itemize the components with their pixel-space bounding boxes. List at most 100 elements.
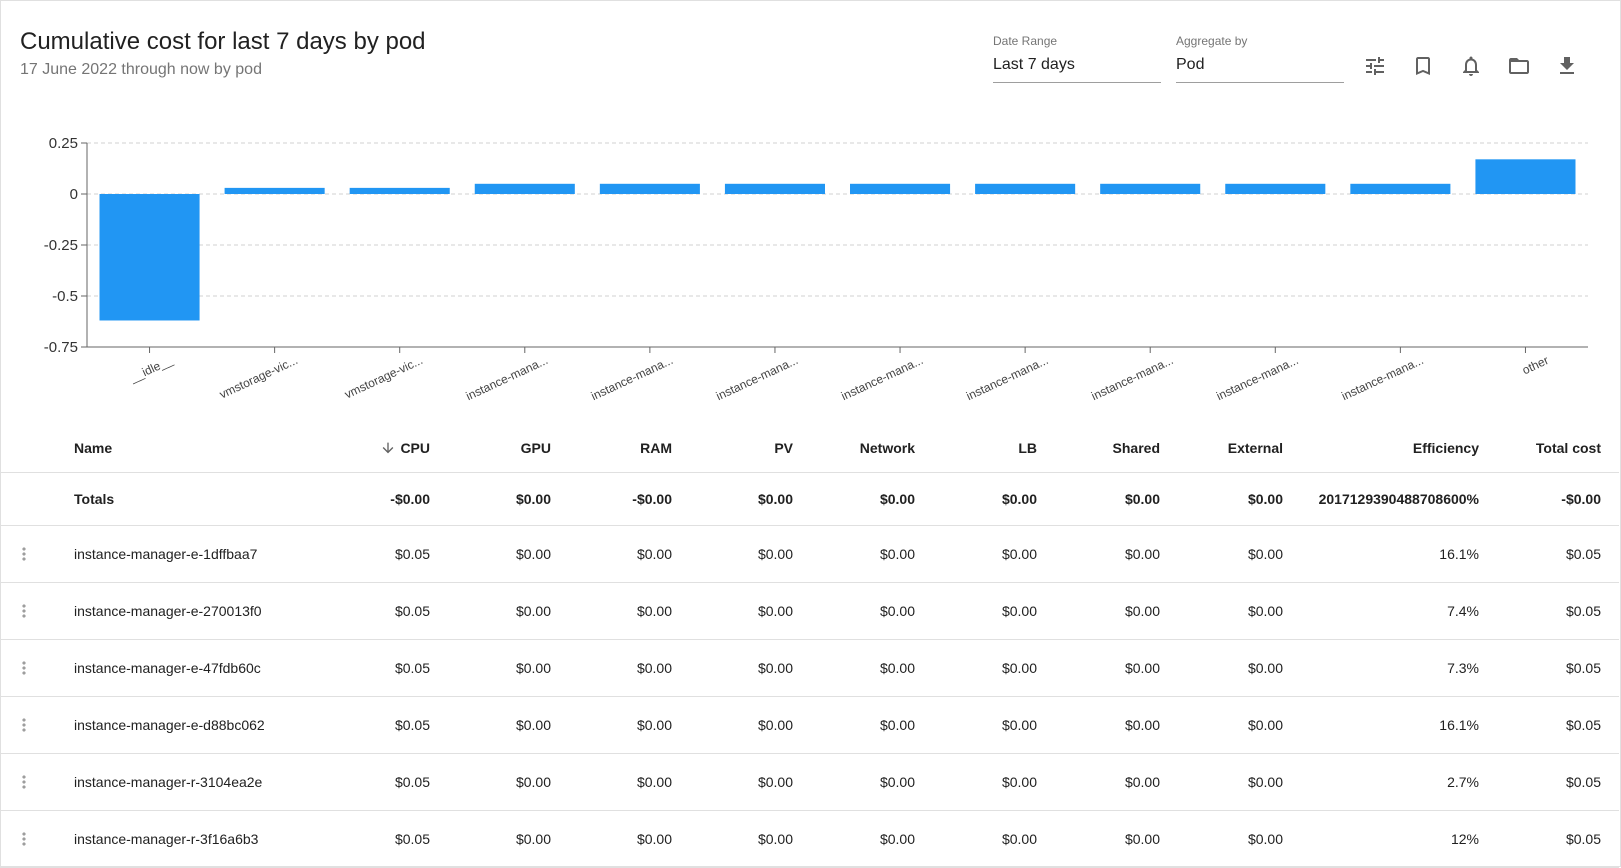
- cell-external: $0.00: [1247, 491, 1283, 507]
- sort-descending-icon: [383, 442, 394, 454]
- folder-icon[interactable]: [1503, 50, 1535, 82]
- x-tick-label: other: [1520, 353, 1551, 377]
- cell-total-cost: $0.05: [1565, 773, 1601, 790]
- cell-lb: $0.00: [1001, 545, 1037, 562]
- bar: [975, 183, 1076, 194]
- bar: [1225, 183, 1326, 194]
- table-row[interactable]: instance-manager-e-47fdb60c $0.05 $0.00 $0.…: [0, 639, 1619, 697]
- date-range-select[interactable]: Date Range Last 7 days: [993, 34, 1161, 83]
- cell-lb: $0.00: [1001, 659, 1037, 676]
- table-row[interactable]: instance-manager-e-270013f0 $0.05 $0.00 $0.…: [0, 582, 1619, 640]
- cell-shared: $0.00: [1124, 830, 1160, 847]
- cell-shared: $0.00: [1124, 602, 1160, 619]
- x-tick-label: instance-mana...: [964, 353, 1050, 403]
- cell-gpu: $0.00: [515, 716, 551, 733]
- aggregate-by-label: Aggregate by: [1176, 34, 1248, 48]
- cell-lb: $0.00: [1001, 716, 1037, 733]
- cell-external: $0.00: [1247, 773, 1283, 790]
- cell-network: $0.00: [879, 491, 915, 507]
- download-icon[interactable]: [1551, 50, 1583, 82]
- more-vert-icon[interactable]: [14, 639, 34, 696]
- table-row[interactable]: instance-manager-e-d88bc062 $0.05 $0.00 $0.…: [0, 696, 1619, 754]
- bar: [349, 187, 450, 194]
- column-header-total-cost[interactable]: Total cost: [1490, 424, 1601, 472]
- cell-efficiency: 2.7%: [1447, 773, 1479, 790]
- x-tick-label: instance-mana...: [589, 353, 675, 403]
- column-header-label: Efficiency: [1412, 440, 1479, 456]
- cell-efficiency: 16.1%: [1439, 545, 1479, 562]
- cell-gpu: $0.00: [515, 659, 551, 676]
- cell-ram: $0.00: [636, 773, 672, 790]
- column-header-external[interactable]: External: [1175, 424, 1283, 472]
- column-header-cpu[interactable]: CPU: [330, 424, 430, 472]
- column-header-ram[interactable]: RAM: [570, 424, 672, 472]
- x-tick-label: __idle__: [127, 353, 175, 385]
- cell-efficiency: 12%: [1450, 830, 1479, 847]
- bar: [599, 183, 700, 194]
- cell-external: $0.00: [1247, 602, 1283, 619]
- cell-shared: $0.00: [1124, 773, 1160, 790]
- cell-network: $0.00: [879, 773, 915, 790]
- aggregate-by-select[interactable]: Aggregate by Pod: [1176, 34, 1344, 83]
- column-header-efficiency[interactable]: Efficiency: [1294, 424, 1479, 472]
- y-tick-label: -0.5: [52, 288, 78, 305]
- table-row[interactable]: instance-manager-e-1dffbaa7 $0.05 $0.00 $0.…: [0, 525, 1619, 583]
- column-header-network[interactable]: Network: [813, 424, 915, 472]
- column-header-pv[interactable]: PV: [692, 424, 793, 472]
- column-header-shared[interactable]: Shared: [1052, 424, 1160, 472]
- more-vert-icon[interactable]: [14, 696, 34, 753]
- bar: [850, 183, 951, 194]
- bell-icon[interactable]: [1455, 50, 1487, 82]
- cell-external: $0.00: [1247, 830, 1283, 847]
- cell-network: $0.00: [879, 830, 915, 847]
- table-header: Name CPU GPU RAM PV Network LB Shared External Ef…: [0, 424, 1619, 473]
- cell-network: $0.00: [879, 602, 915, 619]
- cell-ram: $0.00: [636, 659, 672, 676]
- table-row[interactable]: instance-manager-r-3f16a6b3 $0.05 $0.00 $0.…: [0, 810, 1619, 868]
- cell-network: $0.00: [879, 716, 915, 733]
- bar: [474, 183, 575, 194]
- cell-pv: $0.00: [757, 659, 793, 676]
- cell-shared: $0.00: [1124, 545, 1160, 562]
- more-vert-icon[interactable]: [14, 582, 34, 639]
- cell-total-cost: $0.05: [1565, 602, 1601, 619]
- cell-shared: $0.00: [1124, 716, 1160, 733]
- cell-total-cost: $0.05: [1565, 830, 1601, 847]
- y-tick-label: 0.25: [49, 135, 78, 152]
- x-tick-label: vmstorage-vic...: [342, 353, 425, 401]
- more-vert-icon[interactable]: [14, 525, 34, 582]
- cell-pv: $0.00: [757, 491, 793, 507]
- cell-pv: $0.00: [757, 773, 793, 790]
- cell-lb: $0.00: [1001, 830, 1037, 847]
- cell-pv: $0.00: [757, 545, 793, 562]
- x-tick-label: instance-mana...: [1214, 353, 1300, 403]
- more-vert-icon[interactable]: [14, 753, 34, 810]
- y-tick-label: -0.75: [44, 339, 78, 356]
- bar: [1475, 159, 1576, 194]
- column-header-gpu[interactable]: GPU: [450, 424, 551, 472]
- bar: [724, 183, 825, 194]
- x-tick-label: instance-mana...: [1089, 353, 1175, 403]
- cell-ram: $0.00: [636, 545, 672, 562]
- column-header-name[interactable]: Name: [74, 424, 112, 472]
- bar: [1350, 183, 1451, 194]
- cell-cpu: $0.05: [394, 545, 430, 562]
- cell-name: instance-manager-r-3f16a6b3: [74, 830, 259, 847]
- cell-total-cost: $0.05: [1565, 716, 1601, 733]
- cell-ram: $0.00: [636, 602, 672, 619]
- column-header-lb[interactable]: LB: [930, 424, 1037, 472]
- more-vert-icon[interactable]: [14, 810, 34, 867]
- column-header-label: LB: [1018, 440, 1037, 456]
- x-tick-label: instance-mana...: [464, 353, 550, 403]
- x-tick-label: instance-mana...: [839, 353, 925, 403]
- x-tick-label: instance-mana...: [714, 353, 800, 403]
- bookmark-icon[interactable]: [1407, 50, 1439, 82]
- cell-name: instance-manager-e-47fdb60c: [74, 659, 261, 676]
- column-header-label: CPU: [400, 440, 430, 456]
- table-row[interactable]: instance-manager-r-3104ea2e $0.05 $0.00 $0.…: [0, 753, 1619, 811]
- x-tick-label: instance-mana...: [1339, 353, 1425, 403]
- cell-lb: $0.00: [1001, 773, 1037, 790]
- page-subtitle: 17 June 2022 through now by pod: [20, 61, 262, 78]
- cell-total-cost: $0.05: [1565, 659, 1601, 676]
- tune-icon[interactable]: [1359, 50, 1391, 82]
